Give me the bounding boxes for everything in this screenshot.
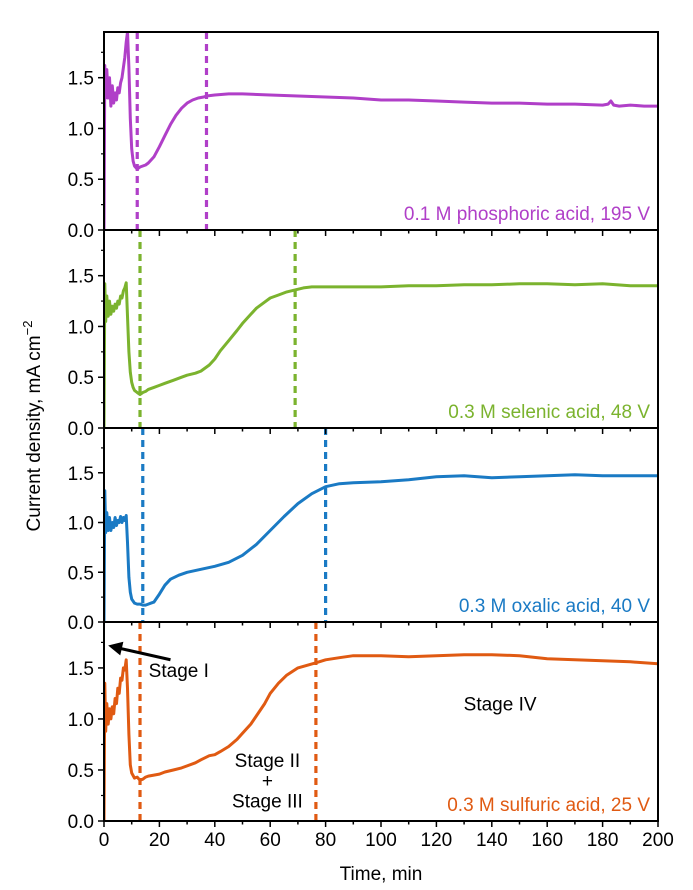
- y-tick-label: 0.5: [68, 170, 94, 191]
- series-line-sulfuric: [104, 653, 658, 821]
- x-tick-label: 120: [421, 830, 453, 851]
- series-line-oxalic: [104, 473, 658, 622]
- y-tick-label: 1.5: [68, 464, 94, 485]
- panel-sulfuric: 0.3 M sulfuric acid, 25 V: [104, 622, 658, 821]
- panel-frame-oxalic: [103, 427, 659, 623]
- panel-label-selenic: 0.3 M selenic acid, 48 V: [448, 402, 650, 423]
- panel-label-phosphoric: 0.1 M phosphoric acid, 195 V: [404, 204, 650, 225]
- panels-group: 0.1 M phosphoric acid, 195 V 0.3 M seleni…: [104, 32, 658, 821]
- y-axis-title-superscript: −2: [20, 321, 35, 336]
- y-tick-label: 0.5: [68, 761, 94, 782]
- x-tick-label: 200: [642, 830, 674, 851]
- annotation-stage-iv: Stage IV: [464, 695, 537, 716]
- y-tick-label: 0.0: [68, 419, 94, 440]
- y-tick-label: 1.5: [68, 69, 94, 90]
- x-tick-label: 0: [99, 830, 110, 851]
- x-axis: 0 20 40 60 80 100 120 140 160 180 200 Stage I Stage …: [99, 641, 674, 851]
- y-axis-title: Current density, mA cm−2: [20, 321, 45, 532]
- panel-phosphoric: 0.1 M phosphoric acid, 195 V: [104, 32, 658, 230]
- x-tick-label: 160: [531, 830, 563, 851]
- y-tick-label: 1.0: [68, 317, 94, 338]
- panel-selenic: 0.3 M selenic acid, 48 V: [104, 230, 658, 428]
- y-tick-label: 0.5: [68, 368, 94, 389]
- x-tick-label: 180: [587, 830, 619, 851]
- y-tick-label: 1.5: [68, 659, 94, 680]
- x-tick-label: 60: [260, 830, 281, 851]
- y-tick-label: 0.0: [68, 613, 94, 634]
- series-line-phosphoric: [104, 32, 658, 230]
- panel-oxalic: 0.3 M oxalic acid, 40 V: [104, 428, 658, 622]
- panel-label-sulfuric: 0.3 M sulfuric acid, 25 V: [447, 795, 650, 816]
- panel-frame-sulfuric: [103, 621, 659, 822]
- x-tick-label: 140: [476, 830, 508, 851]
- y-tick-label: 1.0: [68, 710, 94, 731]
- panel-frame-phosphoric: [103, 31, 659, 231]
- y-tick-label: 1.5: [68, 267, 94, 288]
- panel-label-oxalic: 0.3 M oxalic acid, 40 V: [459, 596, 650, 617]
- y-axis-title-main: Current density, mA cm: [24, 335, 45, 531]
- x-tick-label: 100: [365, 830, 397, 851]
- annotation-stage-iii: Stage III: [232, 792, 303, 813]
- x-tick-label: 80: [315, 830, 336, 851]
- annotation-plus: +: [262, 771, 273, 792]
- y-tick-label: 0.0: [68, 812, 94, 833]
- y-tick-label: 0.0: [68, 221, 94, 242]
- annotation-stage-i: Stage I: [149, 661, 209, 682]
- x-tick-label: 40: [204, 830, 225, 851]
- y-tick-label: 1.0: [68, 119, 94, 140]
- series-line-selenic: [104, 281, 658, 428]
- y-tick-label: 1.0: [68, 514, 94, 535]
- annotation-stage-ii: Stage II: [235, 751, 301, 772]
- stage-i-arrow-head: [108, 641, 124, 656]
- x-axis-title: Time, min: [340, 864, 423, 885]
- y-tick-label: 0.5: [68, 563, 94, 584]
- frames-group: 0.0 0.5 1.0 1.5 0.0 0.5 1.0 1.5 0.0 0.5 1.0 1.5 0.0 0…: [68, 31, 659, 833]
- panel-frame-selenic: [103, 229, 659, 429]
- x-tick-label: 20: [149, 830, 170, 851]
- stage-i-arrow-shaft: [117, 646, 171, 662]
